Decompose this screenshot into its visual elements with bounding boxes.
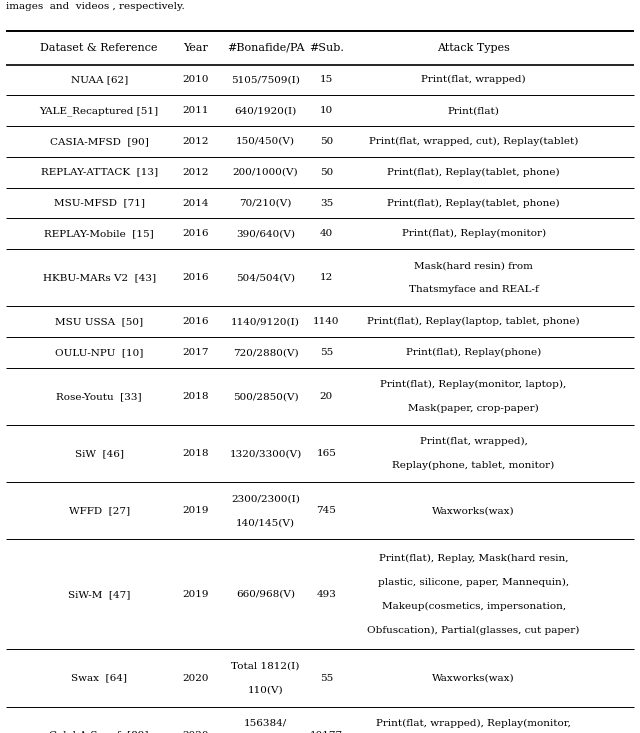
Text: 2300/2300(I): 2300/2300(I) — [231, 495, 300, 504]
Text: Print(flat), Replay(monitor): Print(flat), Replay(monitor) — [401, 229, 546, 238]
Text: 165: 165 — [316, 449, 337, 458]
Text: 2010: 2010 — [182, 75, 209, 84]
Text: Swax  [64]: Swax [64] — [71, 674, 127, 682]
Text: 35: 35 — [320, 199, 333, 207]
Text: REPLAY-Mobile  [15]: REPLAY-Mobile [15] — [44, 229, 154, 238]
Text: 2020: 2020 — [182, 731, 209, 733]
Text: 2016: 2016 — [182, 317, 209, 326]
Text: 20: 20 — [320, 392, 333, 401]
Text: 156384/: 156384/ — [244, 719, 287, 728]
Text: 50: 50 — [320, 168, 333, 177]
Text: HKBU-MARs V2  [43]: HKBU-MARs V2 [43] — [43, 273, 156, 282]
Text: 2016: 2016 — [182, 273, 209, 282]
Text: WFFD  [27]: WFFD [27] — [68, 507, 130, 515]
Text: SiW-M  [47]: SiW-M [47] — [68, 590, 131, 599]
Text: 10177: 10177 — [310, 731, 343, 733]
Text: 390/640(V): 390/640(V) — [236, 229, 295, 238]
Text: 2012: 2012 — [182, 137, 209, 146]
Text: 70/210(V): 70/210(V) — [239, 199, 292, 207]
Text: Replay(phone, tablet, monitor): Replay(phone, tablet, monitor) — [392, 461, 555, 470]
Text: Print(flat, wrapped),: Print(flat, wrapped), — [420, 438, 527, 446]
Text: Print(flat), Replay(tablet, phone): Print(flat), Replay(tablet, phone) — [387, 168, 560, 177]
Text: Print(flat): Print(flat) — [447, 106, 500, 115]
Text: MSU USSA  [50]: MSU USSA [50] — [55, 317, 143, 326]
Text: Print(flat, wrapped): Print(flat, wrapped) — [421, 75, 526, 84]
Text: 500/2850(V): 500/2850(V) — [233, 392, 298, 401]
Text: 2018: 2018 — [182, 449, 209, 458]
Text: 720/2880(V): 720/2880(V) — [233, 348, 298, 357]
Text: Mask(hard resin) from: Mask(hard resin) from — [414, 262, 533, 270]
Text: 2019: 2019 — [182, 507, 209, 515]
Text: 2019: 2019 — [182, 590, 209, 599]
Text: 12: 12 — [320, 273, 333, 282]
Text: 640/1920(I): 640/1920(I) — [234, 106, 297, 115]
Text: Mask(paper, crop-paper): Mask(paper, crop-paper) — [408, 404, 539, 413]
Text: Print(flat, wrapped, cut), Replay(tablet): Print(flat, wrapped, cut), Replay(tablet… — [369, 137, 579, 146]
Text: 200/1000(V): 200/1000(V) — [233, 168, 298, 177]
Text: 40: 40 — [320, 229, 333, 238]
Text: 493: 493 — [316, 590, 337, 599]
Text: Print(flat), Replay(tablet, phone): Print(flat), Replay(tablet, phone) — [387, 199, 560, 207]
Text: 745: 745 — [316, 507, 337, 515]
Text: plastic, silicone, paper, Mannequin),: plastic, silicone, paper, Mannequin), — [378, 578, 569, 587]
Text: 2017: 2017 — [182, 348, 209, 357]
Text: Year: Year — [183, 43, 207, 53]
Text: Print(flat), Replay(phone): Print(flat), Replay(phone) — [406, 348, 541, 357]
Text: OULU-NPU  [10]: OULU-NPU [10] — [55, 348, 143, 357]
Text: Thatsmyface and REAL-f: Thatsmyface and REAL-f — [409, 285, 538, 294]
Text: 15: 15 — [320, 75, 333, 84]
Text: Attack Types: Attack Types — [437, 43, 510, 53]
Text: Print(flat), Replay(laptop, tablet, phone): Print(flat), Replay(laptop, tablet, phon… — [367, 317, 580, 326]
Text: CASIA-MFSD  [90]: CASIA-MFSD [90] — [50, 137, 148, 146]
Text: 50: 50 — [320, 137, 333, 146]
Text: REPLAY-ATTACK  [13]: REPLAY-ATTACK [13] — [40, 168, 158, 177]
Text: 2018: 2018 — [182, 392, 209, 401]
Text: SiW  [46]: SiW [46] — [75, 449, 124, 458]
Text: 110(V): 110(V) — [248, 685, 284, 694]
Text: 1320/3300(V): 1320/3300(V) — [230, 449, 301, 458]
Text: Print(flat, wrapped), Replay(monitor,: Print(flat, wrapped), Replay(monitor, — [376, 719, 571, 728]
Text: 1140: 1140 — [313, 317, 340, 326]
Text: Obfuscation), Partial(glasses, cut paper): Obfuscation), Partial(glasses, cut paper… — [367, 625, 580, 635]
Text: Print(flat), Replay, Mask(hard resin,: Print(flat), Replay, Mask(hard resin, — [379, 554, 568, 564]
Text: #Sub.: #Sub. — [309, 43, 344, 53]
Text: CelebA-Spoof  [89]: CelebA-Spoof [89] — [49, 731, 149, 733]
Text: Total 1812(I): Total 1812(I) — [232, 662, 300, 671]
Text: NUAA [62]: NUAA [62] — [70, 75, 128, 84]
Text: Rose-Youtu  [33]: Rose-Youtu [33] — [56, 392, 142, 401]
Text: 55: 55 — [320, 348, 333, 357]
Text: 2020: 2020 — [182, 674, 209, 682]
Text: 2012: 2012 — [182, 168, 209, 177]
Text: Makeup(cosmetics, impersonation,: Makeup(cosmetics, impersonation, — [381, 602, 566, 611]
Text: 504/504(V): 504/504(V) — [236, 273, 295, 282]
Text: 2011: 2011 — [182, 106, 209, 115]
Text: 2014: 2014 — [182, 199, 209, 207]
Text: Print(flat), Replay(monitor, laptop),: Print(flat), Replay(monitor, laptop), — [380, 380, 567, 389]
Text: 660/968(V): 660/968(V) — [236, 590, 295, 599]
Text: 2016: 2016 — [182, 229, 209, 238]
Text: 150/450(V): 150/450(V) — [236, 137, 295, 146]
Text: Dataset & Reference: Dataset & Reference — [40, 43, 158, 53]
Text: 5105/7509(I): 5105/7509(I) — [231, 75, 300, 84]
Text: 10: 10 — [320, 106, 333, 115]
Text: Waxworks(wax): Waxworks(wax) — [432, 507, 515, 515]
Text: 140/145(V): 140/145(V) — [236, 518, 295, 527]
Text: 1140/9120(I): 1140/9120(I) — [231, 317, 300, 326]
Text: MSU-MFSD  [71]: MSU-MFSD [71] — [54, 199, 145, 207]
Text: YALE_Recaptured [51]: YALE_Recaptured [51] — [40, 106, 159, 116]
Text: Waxworks(wax): Waxworks(wax) — [432, 674, 515, 682]
Text: 55: 55 — [320, 674, 333, 682]
Text: #Bonafide/PA: #Bonafide/PA — [227, 43, 305, 53]
Text: images  and  videos , respectively.: images and videos , respectively. — [6, 2, 185, 11]
